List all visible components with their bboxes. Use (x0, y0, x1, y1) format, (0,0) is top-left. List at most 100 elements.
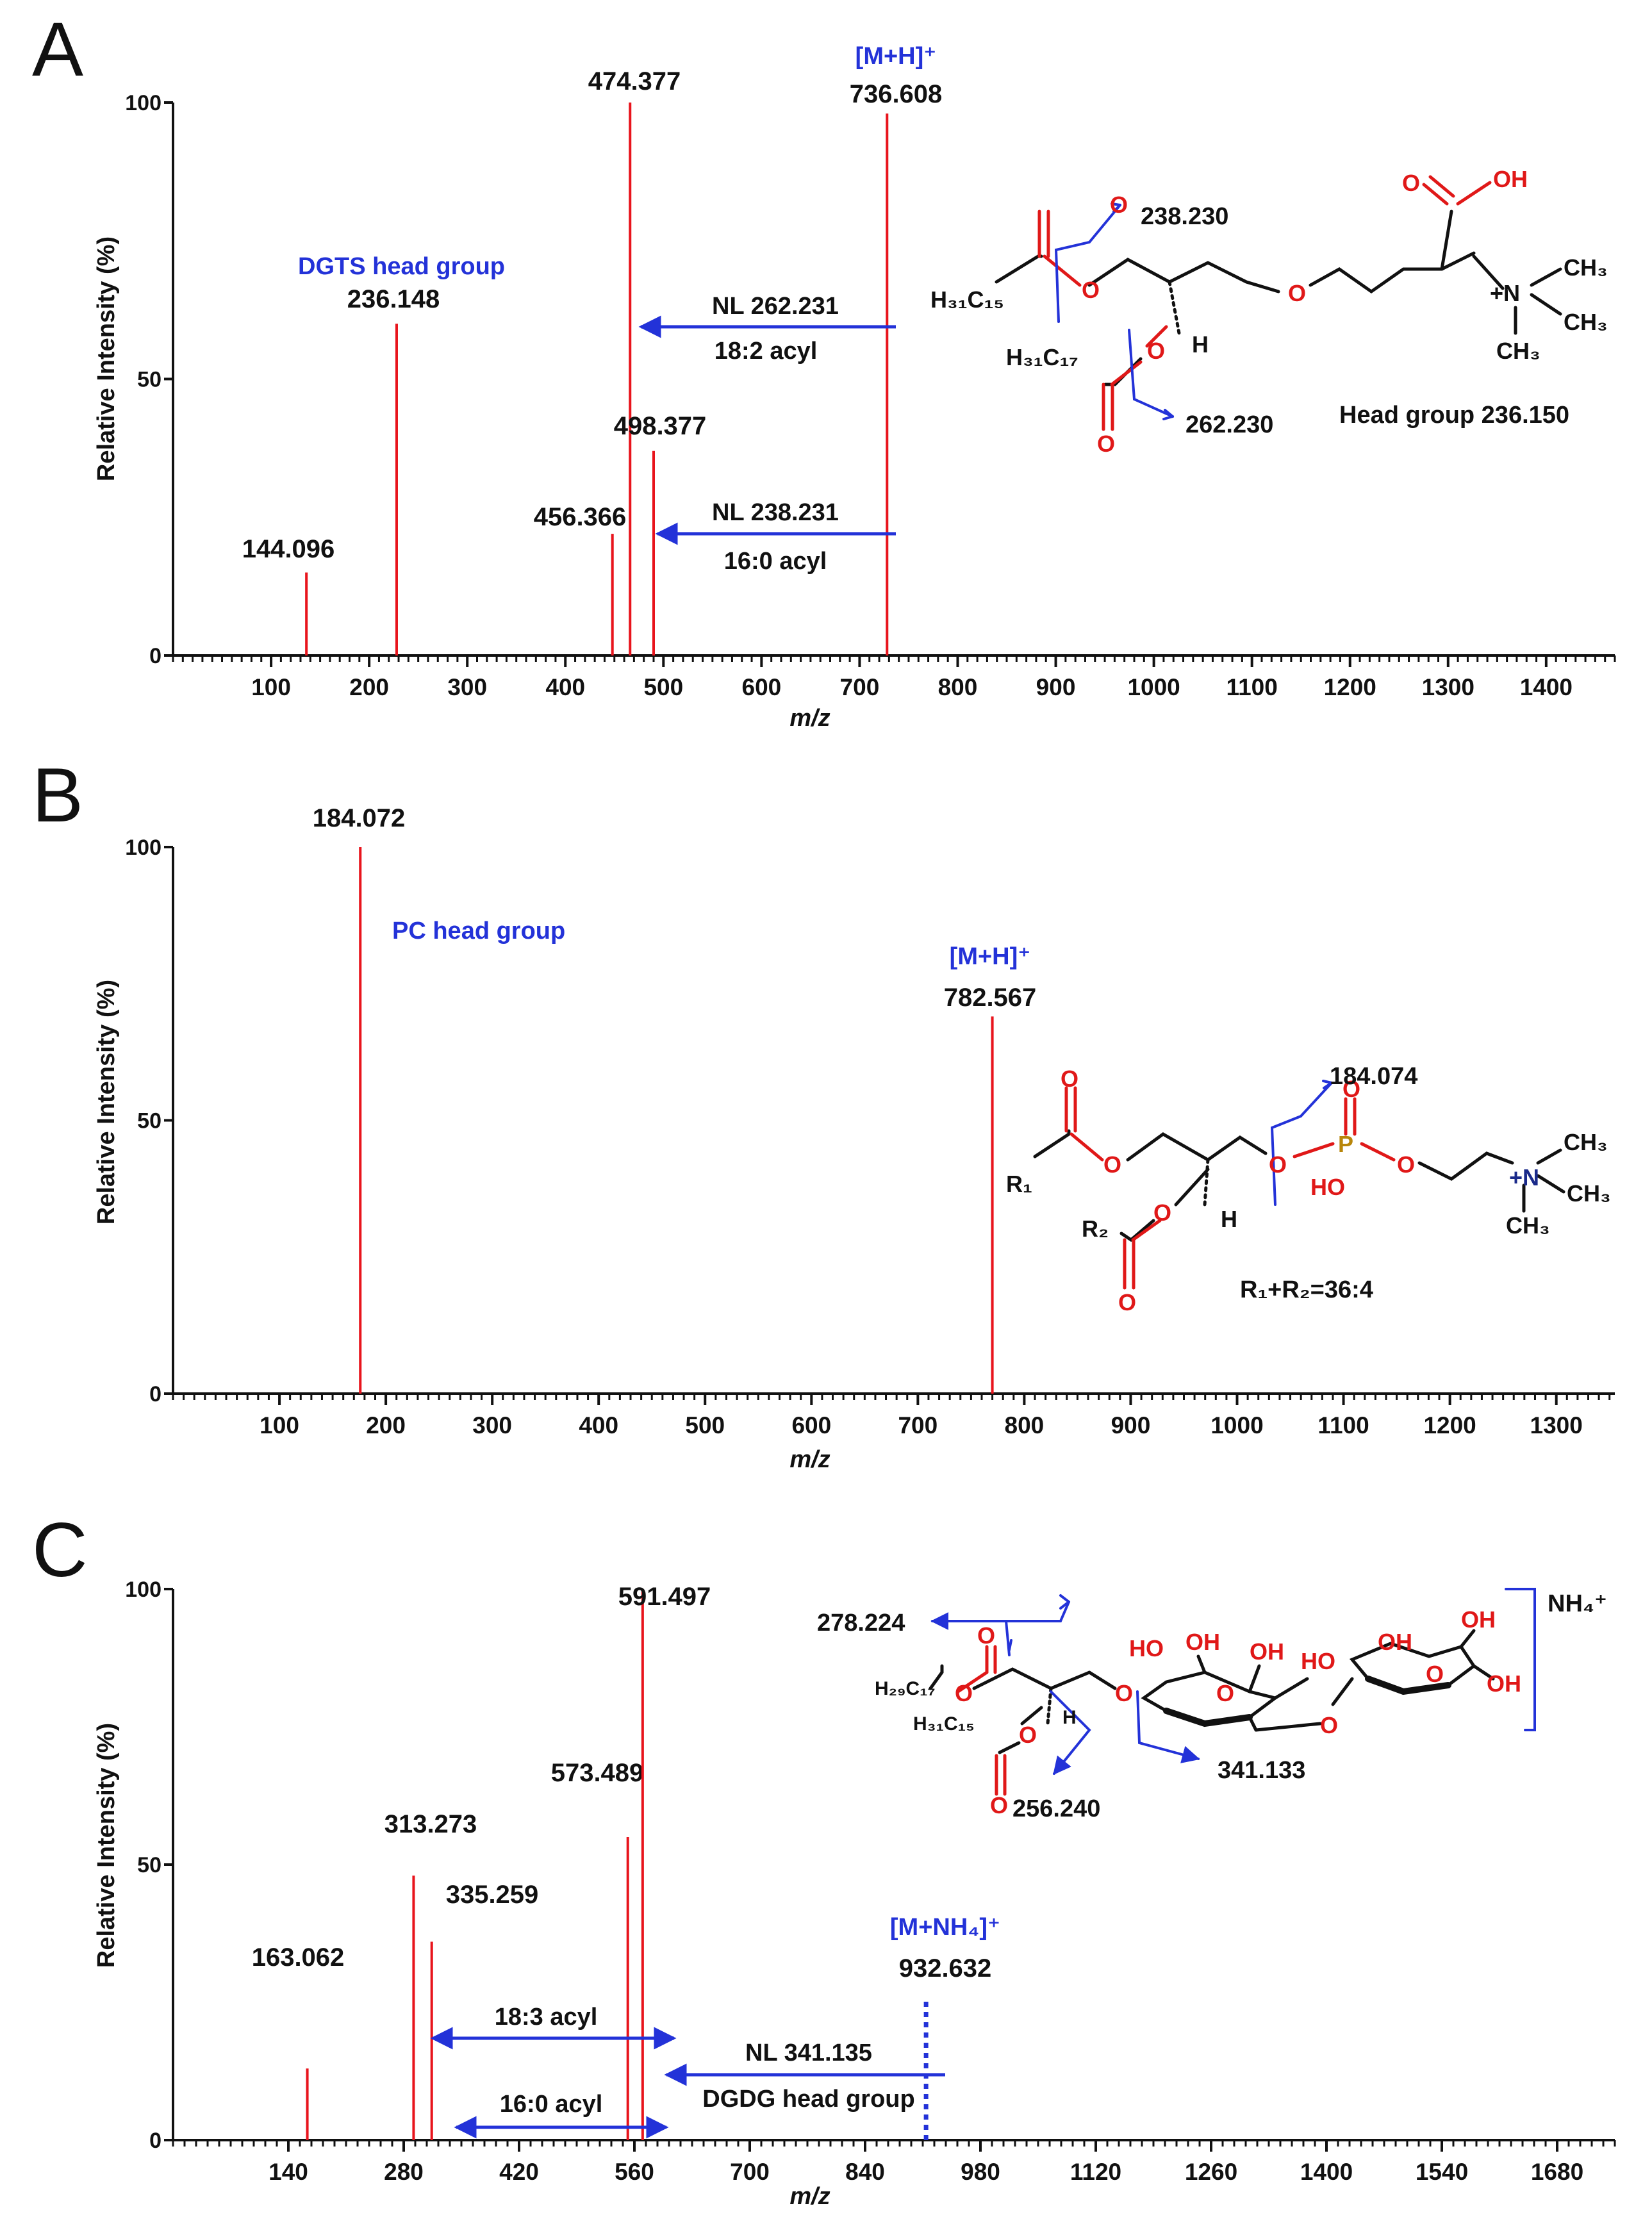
panel-a-x-tick-label: 100 (251, 674, 291, 700)
panel-a-oh: OH (1493, 166, 1528, 192)
panel-a-o2: O (1082, 277, 1100, 303)
panel-a-peak-label: 236.148 (347, 285, 440, 313)
panel-c-peak-label: 591.497 (618, 1583, 711, 1611)
panel-c-o5: O (1115, 1680, 1133, 1706)
panel-c-peak-label: 932.632 (899, 1954, 992, 1982)
panel-a-x-tick-label: 1300 (1422, 674, 1474, 700)
panel-c-dgdg-structure (929, 1588, 1536, 1796)
panel-c: C Relative Intensity (%) m/z 140 280 420 56… (32, 1507, 1616, 2210)
panel-b-x-tick-label: 1100 (1317, 1412, 1369, 1438)
panel-c-oh-1: OH (1185, 1629, 1220, 1655)
panel-a-ch3-3: CH₃ (1496, 338, 1540, 364)
panel-c-x-tick-label: 700 (730, 2159, 770, 2185)
panel-b-x-tick-label: 300 (472, 1412, 512, 1438)
panel-b-x-tick-label: 700 (898, 1412, 938, 1438)
panel-a-dgts-structure (995, 175, 1562, 431)
panel-b-x-tick-label: 900 (1111, 1412, 1151, 1438)
panel-a-nl1: NL 262.231 (712, 293, 839, 320)
panel-c-x-tick-label: 980 (961, 2159, 1000, 2185)
panel-c-chain2: H₃₁C₁₅ (913, 1713, 975, 1735)
panel-c-x-tick-label: 1400 (1300, 2159, 1353, 2185)
panel-a-ch3-1: CH₃ (1564, 254, 1608, 281)
panel-a-y-tick-label: 100 (125, 91, 161, 115)
panel-c-frag-256: 256.240 (1012, 1795, 1100, 1822)
panel-c-x-tick-label: 420 (499, 2159, 539, 2185)
panel-a-o1: O (1110, 192, 1128, 218)
panel-a-x-tick-label: 300 (447, 674, 487, 700)
panel-b-o5: O (1397, 1151, 1415, 1178)
panel-a-o6: O (1097, 431, 1115, 457)
panel-a-chain2: H₃₁C₁₇ (1006, 344, 1078, 370)
panel-c-x-tick-label: 140 (268, 2159, 308, 2185)
panel-c-peak-label: 163.062 (252, 1943, 345, 1972)
panel-a-x-tick-label: 1200 (1324, 674, 1376, 700)
panel-a-n: +N (1490, 280, 1520, 306)
panel-b-o1: O (1061, 1066, 1078, 1092)
panel-a-peak-label: 456.366 (534, 503, 627, 531)
panel-b-letter: B (32, 752, 83, 838)
panel-b-h: H (1221, 1206, 1237, 1232)
panel-c-x-tick-label: 560 (615, 2159, 654, 2185)
panel-b-n: +N (1509, 1164, 1539, 1191)
panel-c-x-tick-label: 1120 (1070, 2159, 1121, 2185)
panel-b-r1: R₁ (1006, 1171, 1032, 1197)
panel-b-ylabel: Relative Intensity (%) (93, 980, 120, 1224)
panel-a-letter: A (32, 6, 83, 92)
panel-c-chain1: H₂₉C₁₇ (875, 1678, 936, 1699)
panel-a-x-tick-label: 800 (938, 674, 978, 700)
panel-c-oh-2: OH (1250, 1638, 1284, 1665)
panel-c-o1: O (977, 1622, 995, 1649)
panel-a-x-tick-label: 500 (643, 674, 683, 700)
panel-b-x-tick-label: 600 (791, 1412, 831, 1438)
panel-c-ion-label: [M+NH₄]⁺ (890, 1914, 1000, 1941)
panel-b-peak-label: 782.567 (944, 984, 1037, 1012)
panel-b-x-tick-label: 200 (366, 1412, 406, 1438)
panel-c-o3: O (1019, 1722, 1037, 1748)
panel-b-x-tick-label: 400 (579, 1412, 618, 1438)
panel-b-ch3-3: CH₃ (1506, 1212, 1550, 1239)
panel-a-x-tick-label: 1100 (1227, 674, 1278, 700)
panel-b: B Relative Intensity (%) m/z 100 200 300 40… (32, 752, 1615, 1473)
panel-b-o3: O (1269, 1151, 1287, 1178)
panel-c-x-tick-label: 1540 (1416, 2159, 1468, 2185)
panel-c-y-tick-label: 0 (149, 2129, 161, 2153)
panel-a-x-tick-label: 200 (349, 674, 389, 700)
panel-a-ylabel: Relative Intensity (%) (93, 236, 120, 481)
panel-b-pc-structure (1033, 1080, 1565, 1290)
panel-a-peak-label: 736.608 (850, 80, 943, 108)
panel-a-x-tick-label: 700 (840, 674, 880, 700)
panel-a-peak-label: 474.377 (588, 67, 681, 95)
panel-a-x-tick-label: 1000 (1127, 674, 1180, 700)
panel-c-o4: O (990, 1792, 1008, 1818)
panel-b-x-tick-label: 100 (260, 1412, 299, 1438)
panel-a: A Relative Intensity (%) m/z 100 200 300 40… (32, 6, 1616, 732)
panel-c-y-tick-label: 100 (125, 1578, 161, 1602)
panel-b-ho: HO (1310, 1174, 1345, 1200)
panel-b-p: P (1338, 1131, 1353, 1157)
panel-b-x-tick-label: 800 (1005, 1412, 1045, 1438)
panel-a-ch3-2: CH₃ (1564, 309, 1608, 335)
panel-c-y-tick-label: 50 (137, 1853, 161, 1877)
panel-c-x-tick-label: 840 (845, 2159, 885, 2185)
panel-a-x-tick-label: 400 (545, 674, 585, 700)
panel-b-o4: O (1342, 1076, 1360, 1102)
panel-c-peak-label: 335.259 (446, 1881, 539, 1909)
panel-c-x-tick-label: 280 (384, 2159, 424, 2185)
panel-b-head-group-label: PC head group (392, 918, 565, 944)
panel-a-o5: O (1147, 338, 1165, 364)
panel-c-ho-1: HO (1129, 1635, 1164, 1661)
panel-b-o6: O (1153, 1199, 1171, 1226)
panel-b-x-tick-label: 500 (685, 1412, 725, 1438)
panel-a-x-tick-label: 900 (1036, 674, 1076, 700)
panel-c-ho-2: HO (1301, 1648, 1335, 1674)
panel-b-frag-184: 184.074 (1330, 1063, 1417, 1090)
panel-a-nl2: NL 238.231 (712, 499, 839, 526)
panel-b-o7: O (1118, 1289, 1136, 1315)
panel-a-frag-262: 262.230 (1185, 411, 1273, 438)
panel-b-ch3-1: CH₃ (1564, 1129, 1608, 1155)
panel-a-frag-238: 238.230 (1141, 203, 1228, 230)
panel-c-nl: NL 341.135 (745, 2040, 872, 2066)
panel-a-chain1: H₃₁C₁₅ (930, 286, 1004, 313)
panel-a-h: H (1192, 331, 1209, 358)
panel-c-acyl1: 18:3 acyl (495, 2004, 598, 2031)
